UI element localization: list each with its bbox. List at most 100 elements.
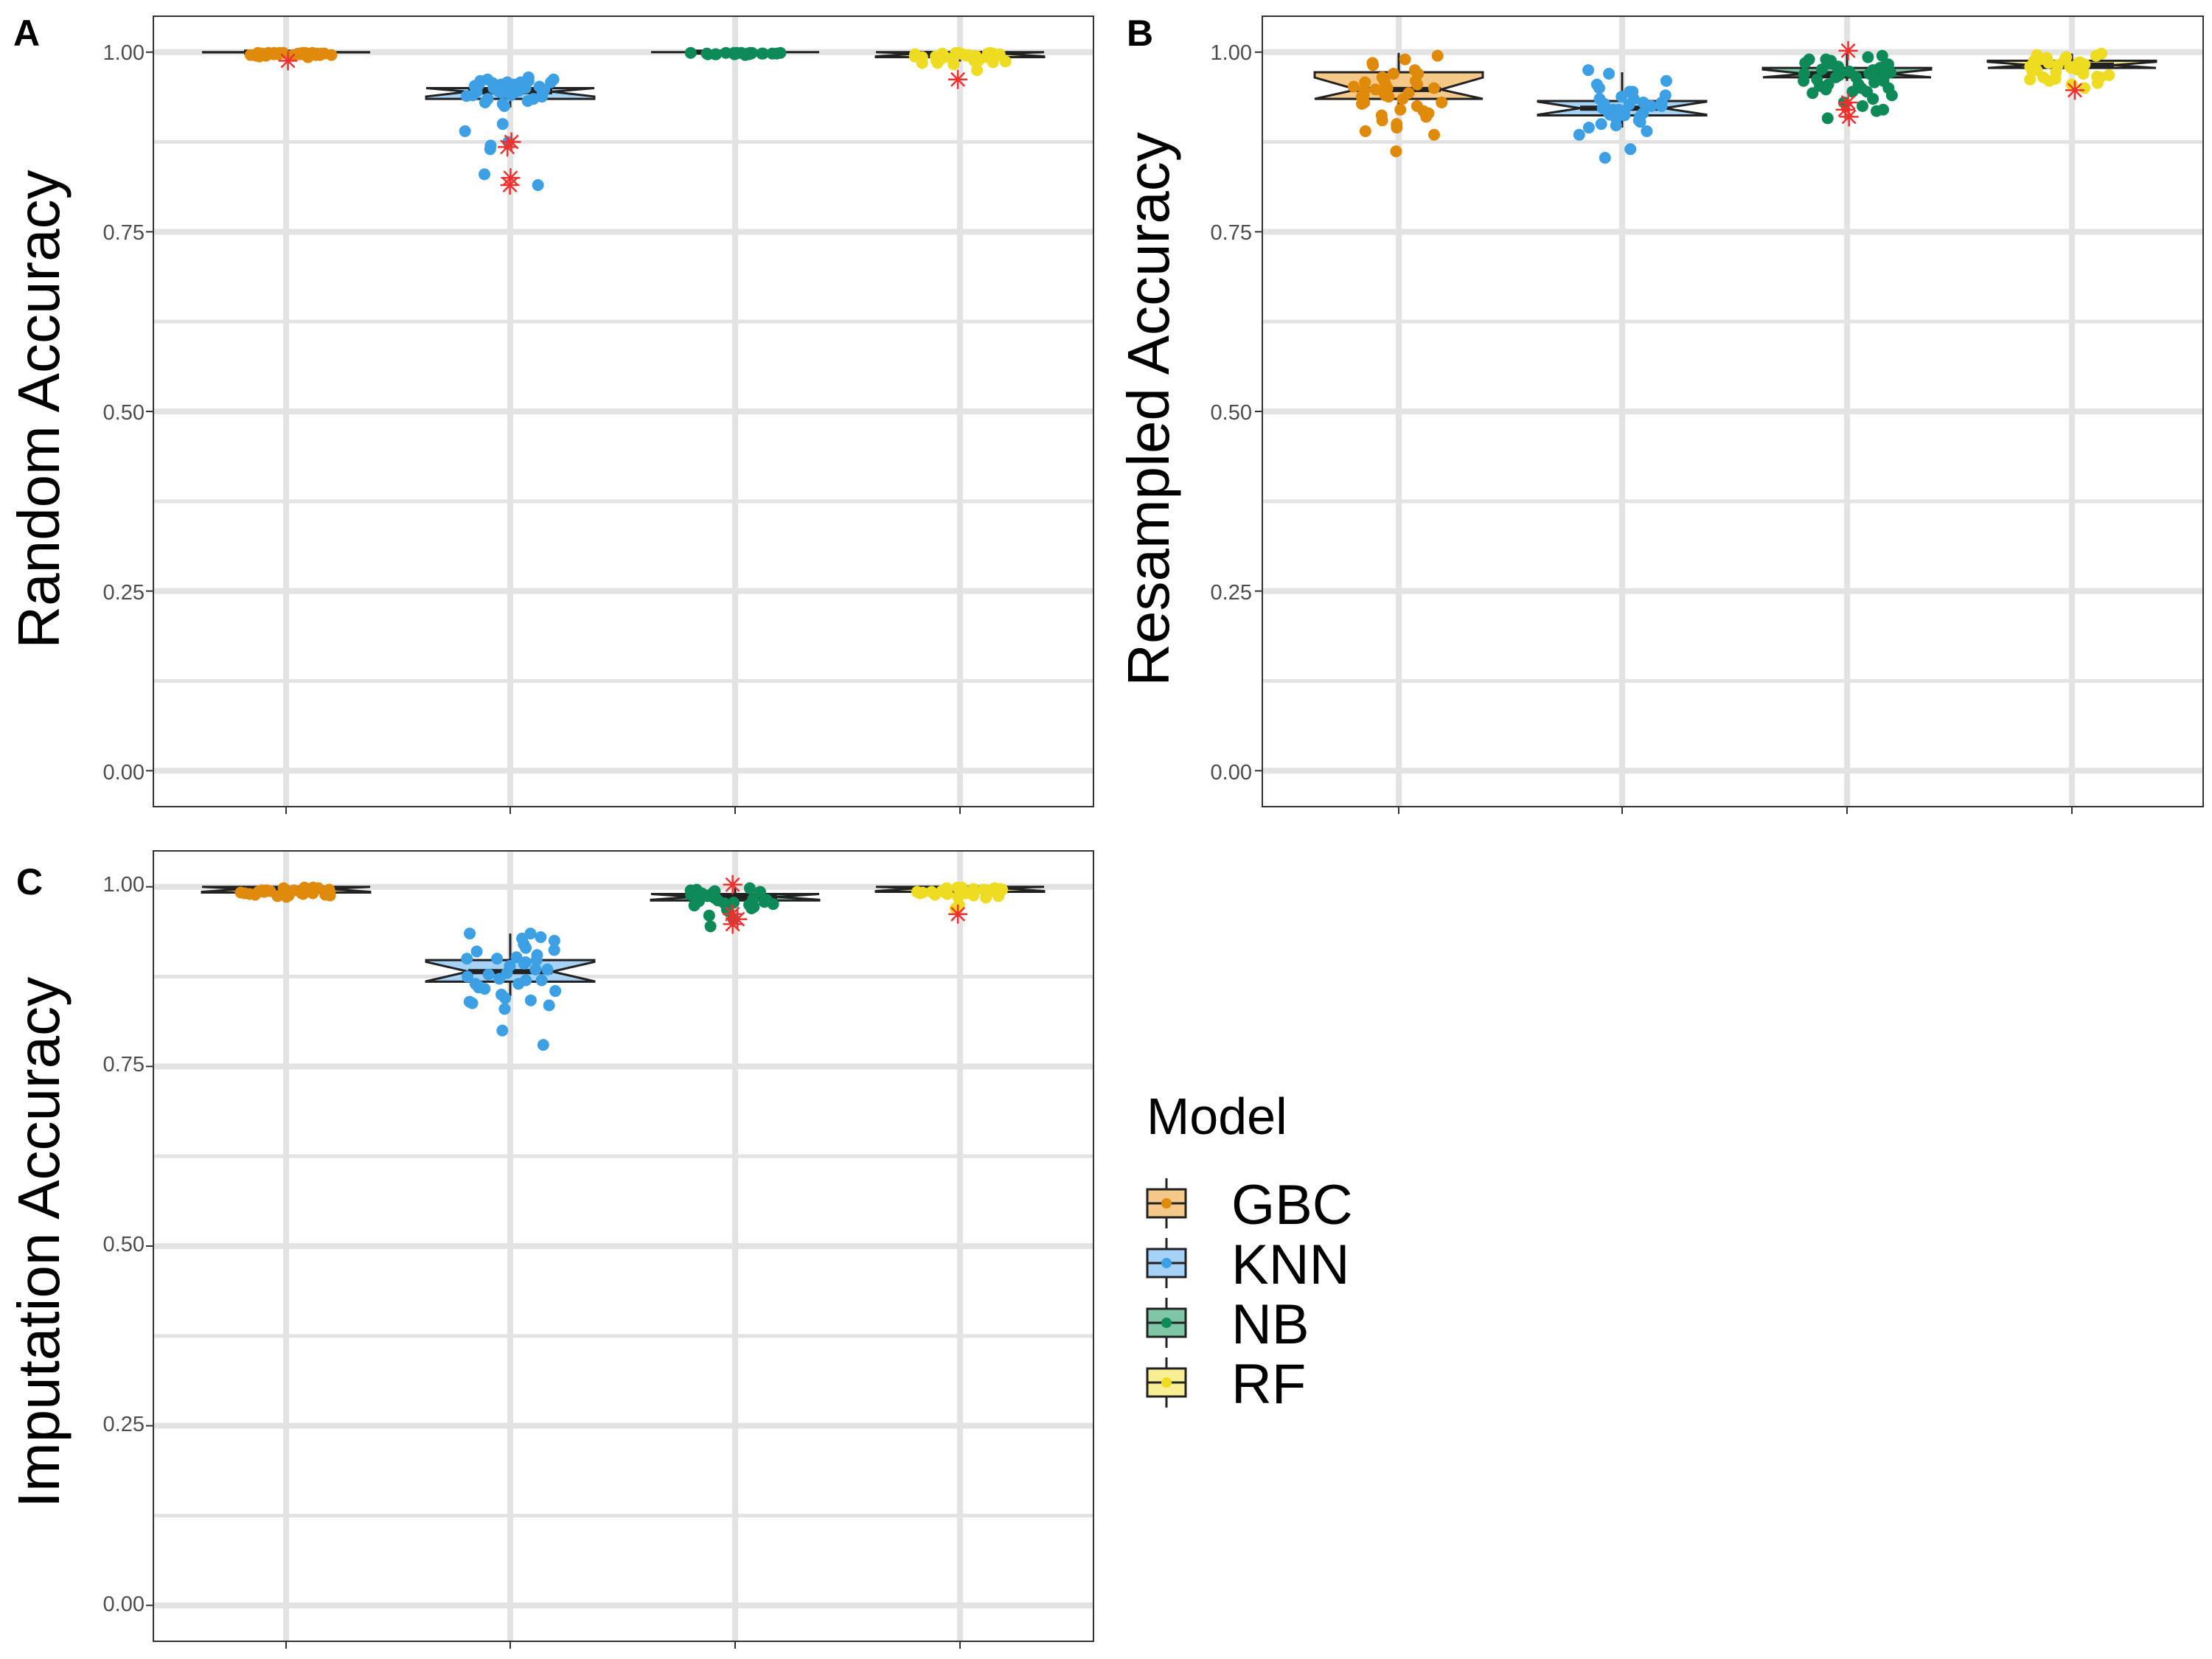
data-point — [2103, 69, 2115, 81]
data-point — [911, 886, 923, 898]
data-point — [307, 887, 319, 900]
data-point — [735, 46, 748, 59]
data-point — [1355, 91, 1368, 103]
data-point — [1610, 119, 1622, 132]
data-point — [493, 973, 506, 985]
data-point — [1378, 74, 1391, 87]
data-point — [2024, 60, 2037, 73]
data-point — [941, 888, 953, 900]
panel-a-plot — [146, 15, 1094, 814]
outlier-stroke — [500, 139, 515, 155]
legend-label-rf: RF — [1231, 1353, 1306, 1416]
data-point — [1846, 86, 1859, 98]
legend-label-nb: NB — [1231, 1293, 1310, 1356]
data-point — [470, 945, 483, 958]
legend: Model GBC KNN NB RF — [1146, 1088, 1353, 1416]
data-point — [1798, 74, 1810, 87]
legend-key-point — [1161, 1377, 1172, 1388]
panel-border — [1262, 15, 2204, 807]
data-point — [549, 985, 562, 998]
panel-b-ytick: 0.50 — [1211, 401, 1252, 425]
outlier-marker — [500, 175, 520, 195]
data-point — [688, 900, 700, 912]
legend-label-knn: KNN — [1231, 1234, 1349, 1296]
data-point — [1627, 86, 1639, 98]
data-point — [2042, 57, 2055, 69]
data-point — [685, 888, 698, 901]
panel-b: B Resampled Accuracy 1.00 0.75 0.50 0.25… — [1116, 13, 2204, 814]
panel-b-tag: B — [1127, 13, 1153, 54]
data-point — [521, 94, 534, 107]
data-point — [743, 882, 756, 894]
data-point — [1806, 87, 1819, 100]
panel-c-ytick: 0.75 — [103, 1053, 145, 1077]
data-point — [1623, 98, 1635, 111]
data-point — [971, 64, 984, 77]
data-point — [1390, 145, 1402, 158]
outlier-stroke — [950, 72, 966, 87]
data-point — [482, 968, 495, 981]
data-point — [1599, 151, 1611, 164]
panel-c-ytick: 0.25 — [103, 1413, 145, 1436]
data-point — [1427, 82, 1440, 94]
data-point — [301, 47, 313, 60]
data-point — [535, 931, 547, 943]
data-point — [931, 57, 944, 69]
panel-a-yticks: 1.00 0.75 0.50 0.25 0.00 — [103, 41, 145, 785]
data-point — [496, 1024, 509, 1037]
data-point — [515, 76, 527, 88]
data-point — [1634, 116, 1646, 128]
data-point — [529, 963, 542, 975]
data-point — [754, 886, 766, 898]
data-point — [743, 899, 756, 911]
data-point — [498, 1003, 511, 1015]
data-point — [2031, 49, 2043, 61]
data-point — [466, 997, 479, 1009]
data-point — [462, 970, 474, 983]
data-point — [541, 963, 554, 975]
data-point — [1417, 105, 1430, 117]
data-point — [1874, 62, 1886, 74]
data-point — [953, 46, 965, 59]
data-point — [548, 944, 560, 956]
legend-key-nb — [1146, 1298, 1187, 1348]
data-point — [1367, 59, 1380, 72]
panel-a-tag: A — [13, 13, 40, 54]
data-point — [1876, 49, 1888, 62]
data-point — [1820, 83, 1832, 96]
data-point — [484, 143, 496, 156]
data-point — [1411, 78, 1424, 91]
legend-keys — [1146, 1178, 1187, 1408]
data-point — [288, 884, 300, 897]
data-point — [1436, 96, 1448, 108]
data-point — [1885, 89, 1898, 102]
data-point — [459, 125, 471, 137]
data-point — [1624, 143, 1637, 156]
data-point — [1615, 91, 1628, 103]
data-point — [2090, 49, 2102, 62]
outlier-stroke — [1837, 102, 1853, 117]
box-gbc — [1313, 71, 1484, 100]
outlier-marker — [1838, 41, 1858, 60]
outlier-stroke — [280, 53, 296, 69]
panel-c-tag: C — [16, 861, 43, 902]
panel-c-plot — [146, 850, 1094, 1649]
legend-key-point — [1161, 1318, 1172, 1328]
panel-border — [153, 850, 1094, 1642]
data-point — [970, 51, 983, 63]
data-point — [243, 888, 256, 900]
data-point — [496, 97, 509, 110]
panel-border — [153, 15, 1094, 807]
outlier-stroke — [725, 917, 740, 932]
legend-key-point — [1161, 1258, 1172, 1268]
outlier-marker — [1839, 107, 1859, 127]
panel-c-ytick: 0.50 — [103, 1233, 145, 1256]
data-point — [496, 118, 509, 131]
data-point — [512, 978, 525, 990]
data-point — [1573, 128, 1585, 141]
data-point — [1655, 100, 1668, 112]
data-point — [481, 73, 494, 86]
data-point — [952, 891, 964, 903]
data-point — [532, 179, 544, 192]
data-point — [908, 50, 921, 63]
